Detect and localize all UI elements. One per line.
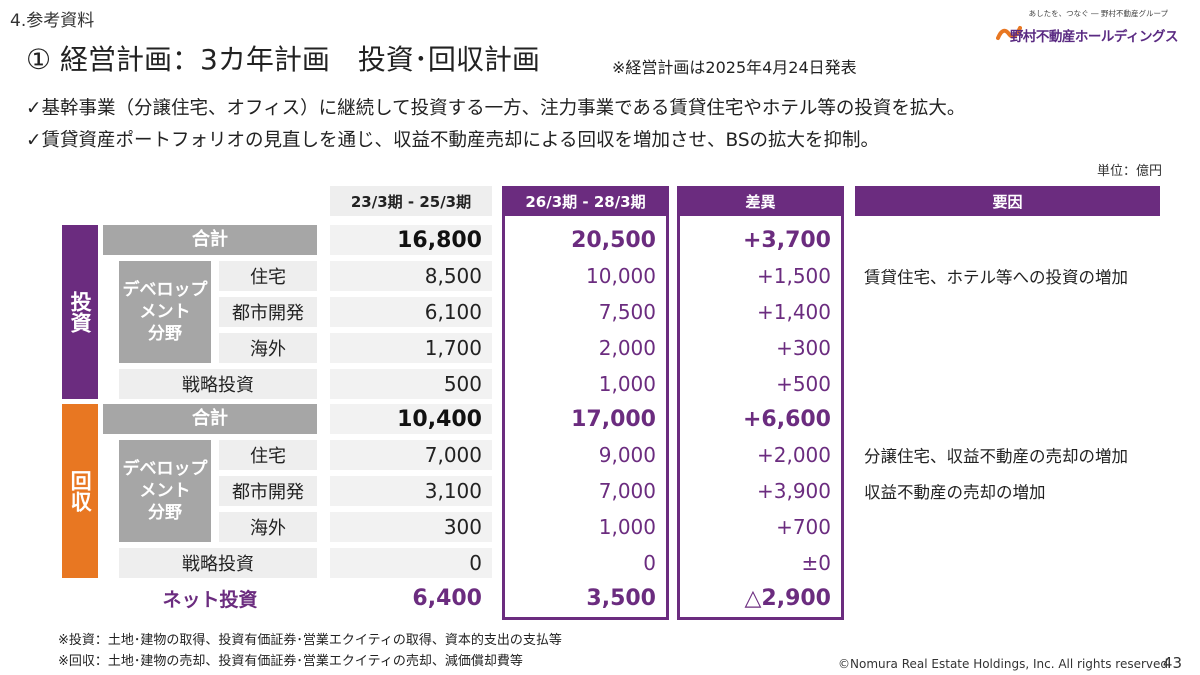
page-number: 43 xyxy=(1162,654,1182,672)
recovery-housing-previous: 7,000 xyxy=(330,440,492,470)
col-header-previous: 23/3期 - 25/3期 xyxy=(330,186,492,216)
col-header-difference: 差異 xyxy=(680,186,841,216)
copyright: ©Nomura Real Estate Holdings, Inc. All r… xyxy=(838,657,1168,671)
recovery-row-label: 都市開発 xyxy=(219,476,317,506)
recovery-housing-difference: +2,000 xyxy=(756,443,831,467)
plan-column-frame xyxy=(502,186,669,620)
net-investment-label: ネット投資 xyxy=(162,588,258,611)
recovery-strategic-previous: 0 xyxy=(330,548,492,578)
investment-housing-previous: 8,500 xyxy=(330,261,492,291)
investment-band: 投資 xyxy=(62,225,98,399)
logo-mark-icon xyxy=(996,26,1022,40)
bullet-2: ✓賃貸資産ポートフォリオの見直しを通じ、収益不動産売却による回収を増加させ、BS… xyxy=(26,130,880,151)
investment-strategic-label: 戦略投資 xyxy=(119,369,317,399)
recovery-total-difference: +6,600 xyxy=(742,406,831,432)
investment-total-difference: +3,700 xyxy=(742,227,831,253)
recovery-band: 回収 xyxy=(62,404,98,578)
page-title: ① 経営計画：3カ年計画 投資･回収計画 xyxy=(26,43,540,76)
recovery-strategic-label: 戦略投資 xyxy=(119,548,317,578)
investment-row-label: 海外 xyxy=(219,333,317,363)
investment-total-previous: 16,800 xyxy=(330,225,492,255)
net-investment-plan: 3,500 xyxy=(586,585,656,611)
investment-row-label: 都市開発 xyxy=(219,297,317,327)
investment-housing-reason: 賃貸住宅、ホテル等への投資の増加 xyxy=(864,268,1128,287)
company-logo: あしたを、つなぐ ― 野村不動産グループ 野村不動産ホールディングス xyxy=(990,8,1180,48)
investment-strategic-plan: 1,000 xyxy=(598,372,656,396)
recovery-urban-reason: 収益不動産の売却の増加 xyxy=(864,483,1046,502)
recovery-urban-plan: 7,000 xyxy=(598,479,656,503)
investment-total-label: 合計 xyxy=(103,225,317,255)
investment-urban-difference: +1,400 xyxy=(756,300,831,324)
recovery-total-plan: 17,000 xyxy=(571,406,656,432)
investment-urban-previous: 6,100 xyxy=(330,297,492,327)
footnote-investment: ※投資：土地･建物の取得、投資有価証券･営業エクイティの取得、資本的支出の支払等 xyxy=(58,633,562,648)
recovery-strategic-plan: 0 xyxy=(643,551,656,575)
recovery-total-label: 合計 xyxy=(103,404,317,434)
investment-housing-plan: 10,000 xyxy=(586,264,656,288)
recovery-overseas-previous: 300 xyxy=(330,512,492,542)
logo-tagline: あしたを、つなぐ ― 野村不動産グループ xyxy=(1028,9,1168,18)
recovery-development-group: デベロップ メント 分野 xyxy=(119,440,211,542)
title-note: ※経営計画は2025年4月24日発表 xyxy=(612,58,857,77)
net-investment-previous: 6,400 xyxy=(412,585,482,611)
recovery-overseas-difference: +700 xyxy=(776,515,831,539)
col-header-plan: 26/3期 - 28/3期 xyxy=(505,186,666,216)
investment-overseas-previous: 1,700 xyxy=(330,333,492,363)
recovery-housing-plan: 9,000 xyxy=(598,443,656,467)
investment-strategic-difference: +500 xyxy=(776,372,831,396)
investment-housing-difference: +1,500 xyxy=(756,264,831,288)
section-label: 4.参考資料 xyxy=(10,11,95,31)
investment-total-plan: 20,500 xyxy=(571,227,656,253)
unit-label: 単位：億円 xyxy=(1096,164,1162,179)
recovery-overseas-plan: 1,000 xyxy=(598,515,656,539)
recovery-row-label: 海外 xyxy=(219,512,317,542)
investment-overseas-difference: +300 xyxy=(776,336,831,360)
recovery-total-previous: 10,400 xyxy=(330,404,492,434)
investment-overseas-plan: 2,000 xyxy=(598,336,656,360)
recovery-housing-reason: 分譲住宅、収益不動産の売却の増加 xyxy=(864,447,1128,466)
recovery-urban-previous: 3,100 xyxy=(330,476,492,506)
net-investment-difference: △2,900 xyxy=(744,585,831,611)
investment-development-group: デベロップ メント 分野 xyxy=(119,261,211,363)
difference-column-frame xyxy=(677,186,844,620)
recovery-urban-difference: +3,900 xyxy=(756,479,831,503)
recovery-row-label: 住宅 xyxy=(219,440,317,470)
col-header-factors: 要因 xyxy=(855,186,1160,216)
investment-strategic-previous: 500 xyxy=(330,369,492,399)
investment-urban-plan: 7,500 xyxy=(598,300,656,324)
logo-name: 野村不動産ホールディングス xyxy=(1009,29,1179,45)
bullet-1: ✓基幹事業（分譲住宅、オフィス）に継続して投資する一方、注力事業である賃貸住宅や… xyxy=(26,98,966,119)
footnote-recovery: ※回収：土地･建物の売却、投資有価証券･営業エクイティの売却、減価償却費等 xyxy=(58,654,523,669)
investment-row-label: 住宅 xyxy=(219,261,317,291)
recovery-strategic-difference: ±0 xyxy=(801,551,831,575)
